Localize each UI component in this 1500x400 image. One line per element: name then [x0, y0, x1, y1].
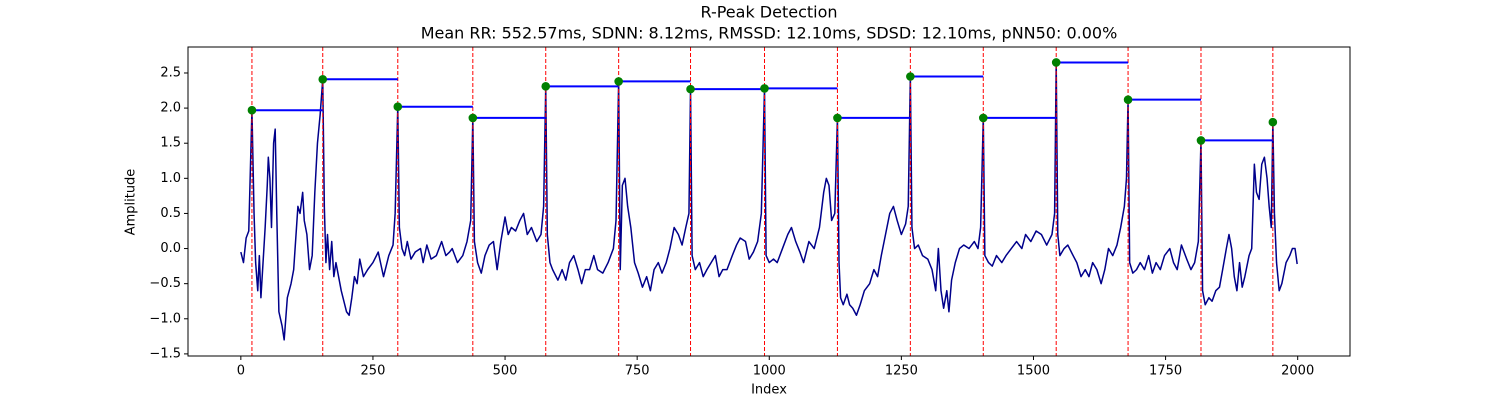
- peak-marker: [1051, 58, 1061, 67]
- x-tick-label: 1250: [885, 364, 918, 379]
- y-tick-label: −1.0: [149, 311, 181, 326]
- x-axis-label: Index: [751, 383, 787, 398]
- y-tick-label: 1.5: [160, 136, 181, 151]
- peak-marker: [1268, 117, 1278, 127]
- x-tick-label: 0: [237, 364, 245, 379]
- y-axis-label: Amplitude: [124, 169, 139, 236]
- peak-marker: [541, 82, 551, 91]
- signal-line: [240, 61, 1298, 341]
- y-tick-label: −0.5: [149, 276, 181, 291]
- peak-marker: [906, 72, 915, 81]
- peak-marker: [468, 113, 478, 123]
- peak-marker: [614, 77, 623, 86]
- y-tick-label: 2.5: [160, 65, 181, 80]
- x-tick-label: 500: [493, 364, 518, 379]
- chart-title: R-Peak Detection: [700, 3, 837, 22]
- y-tick-label: 2.0: [160, 101, 181, 116]
- peak-marker: [833, 113, 842, 123]
- peak-marker: [760, 84, 769, 93]
- peak-marker: [247, 105, 257, 115]
- x-tick-label: 1500: [1017, 364, 1050, 379]
- peak-marker: [978, 113, 988, 123]
- y-tick-label: 0.0: [160, 241, 181, 256]
- x-tick-label: 1000: [753, 364, 786, 379]
- chart-subtitle: Mean RR: 552.57ms, SDNN: 8.12ms, RMSSD: …: [421, 24, 1118, 43]
- x-tick-label: 750: [625, 364, 650, 379]
- x-tick-label: 1750: [1149, 364, 1182, 379]
- y-tick-label: −1.5: [149, 346, 181, 361]
- x-tick-label: 250: [361, 364, 386, 379]
- peak-marker: [686, 84, 695, 94]
- x-tick-label: 2000: [1281, 364, 1314, 379]
- peak-marker: [1123, 95, 1133, 104]
- peak-marker: [1196, 136, 1206, 145]
- peak-marker: [318, 75, 328, 84]
- y-tick-label: 0.5: [160, 206, 181, 221]
- plot-frame: [187, 46, 1351, 357]
- y-tick-label: 1.0: [160, 171, 181, 186]
- peak-marker: [393, 102, 403, 111]
